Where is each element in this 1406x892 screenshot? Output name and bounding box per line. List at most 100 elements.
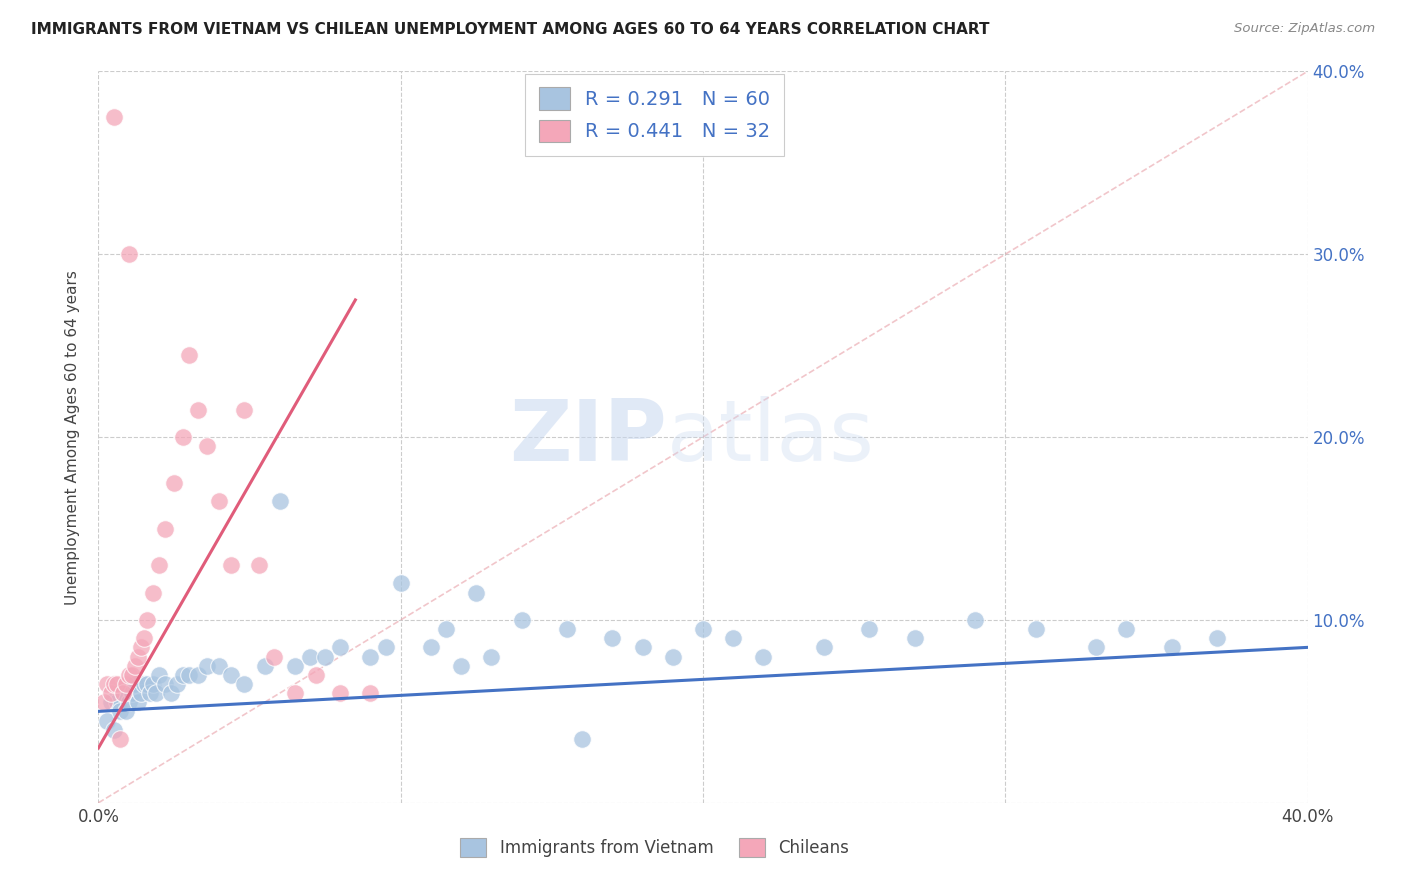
Point bbox=[153, 521, 176, 535]
Point bbox=[1206, 632, 1229, 646]
Point bbox=[232, 402, 254, 417]
Point bbox=[465, 585, 488, 599]
Point bbox=[148, 558, 170, 573]
Point bbox=[135, 613, 157, 627]
Point bbox=[129, 640, 152, 655]
Point bbox=[1024, 622, 1046, 636]
Point bbox=[111, 686, 134, 700]
Point bbox=[139, 686, 162, 700]
Point bbox=[208, 658, 231, 673]
Point bbox=[118, 695, 141, 709]
Point bbox=[631, 640, 654, 655]
Point bbox=[93, 695, 115, 709]
Point bbox=[1160, 640, 1182, 655]
Point bbox=[121, 667, 143, 681]
Point bbox=[129, 686, 152, 700]
Point bbox=[96, 714, 118, 728]
Point bbox=[299, 649, 322, 664]
Point bbox=[114, 677, 136, 691]
Point bbox=[284, 686, 307, 700]
Point bbox=[434, 622, 457, 636]
Point bbox=[965, 613, 987, 627]
Point bbox=[135, 677, 157, 691]
Point bbox=[103, 677, 125, 691]
Point bbox=[172, 430, 194, 444]
Point bbox=[179, 348, 201, 362]
Point bbox=[153, 677, 176, 691]
Text: Source: ZipAtlas.com: Source: ZipAtlas.com bbox=[1234, 22, 1375, 36]
Point bbox=[360, 686, 382, 700]
Text: IMMIGRANTS FROM VIETNAM VS CHILEAN UNEMPLOYMENT AMONG AGES 60 TO 64 YEARS CORREL: IMMIGRANTS FROM VIETNAM VS CHILEAN UNEMP… bbox=[31, 22, 990, 37]
Point bbox=[360, 649, 382, 664]
Point bbox=[108, 731, 131, 746]
Point bbox=[723, 632, 745, 646]
Point bbox=[374, 640, 396, 655]
Point bbox=[602, 632, 624, 646]
Point bbox=[329, 686, 352, 700]
Point bbox=[208, 494, 231, 508]
Point bbox=[904, 632, 927, 646]
Point bbox=[114, 705, 136, 719]
Point bbox=[118, 667, 141, 681]
Point bbox=[124, 677, 146, 691]
Point bbox=[163, 475, 186, 490]
Point bbox=[127, 649, 149, 664]
Point bbox=[160, 686, 183, 700]
Point bbox=[389, 576, 412, 591]
Point bbox=[195, 439, 218, 453]
Point bbox=[142, 585, 165, 599]
Point bbox=[232, 677, 254, 691]
Point bbox=[105, 677, 128, 691]
Point bbox=[221, 667, 243, 681]
Point bbox=[813, 640, 835, 655]
Point bbox=[1085, 640, 1108, 655]
Point bbox=[100, 695, 122, 709]
Point bbox=[100, 686, 122, 700]
Point bbox=[145, 686, 167, 700]
Point bbox=[269, 494, 291, 508]
Point bbox=[111, 686, 134, 700]
Point bbox=[450, 658, 472, 673]
Point bbox=[420, 640, 443, 655]
Point bbox=[132, 677, 155, 691]
Point bbox=[314, 649, 336, 664]
Point bbox=[752, 649, 775, 664]
Point bbox=[195, 658, 218, 673]
Point bbox=[103, 110, 125, 124]
Point bbox=[661, 649, 683, 664]
Point bbox=[329, 640, 352, 655]
Point bbox=[105, 695, 128, 709]
Point bbox=[481, 649, 503, 664]
Point bbox=[253, 658, 276, 673]
Text: atlas: atlas bbox=[666, 395, 875, 479]
Point bbox=[142, 677, 165, 691]
Point bbox=[187, 667, 209, 681]
Point bbox=[132, 632, 155, 646]
Point bbox=[571, 731, 593, 746]
Point bbox=[179, 667, 201, 681]
Point bbox=[510, 613, 533, 627]
Point bbox=[555, 622, 578, 636]
Point bbox=[166, 677, 188, 691]
Point bbox=[1115, 622, 1137, 636]
Point bbox=[858, 622, 880, 636]
Point bbox=[305, 667, 328, 681]
Point bbox=[118, 247, 141, 261]
Legend: Immigrants from Vietnam, Chileans: Immigrants from Vietnam, Chileans bbox=[453, 831, 856, 864]
Text: ZIP: ZIP bbox=[509, 395, 666, 479]
Point bbox=[127, 695, 149, 709]
Point bbox=[148, 667, 170, 681]
Point bbox=[103, 723, 125, 737]
Point bbox=[247, 558, 270, 573]
Point bbox=[108, 705, 131, 719]
Point bbox=[284, 658, 307, 673]
Point bbox=[172, 667, 194, 681]
Point bbox=[221, 558, 243, 573]
Point bbox=[96, 677, 118, 691]
Point bbox=[187, 402, 209, 417]
Point bbox=[263, 649, 285, 664]
Point bbox=[121, 686, 143, 700]
Point bbox=[692, 622, 714, 636]
Point bbox=[124, 658, 146, 673]
Y-axis label: Unemployment Among Ages 60 to 64 years: Unemployment Among Ages 60 to 64 years bbox=[65, 269, 80, 605]
